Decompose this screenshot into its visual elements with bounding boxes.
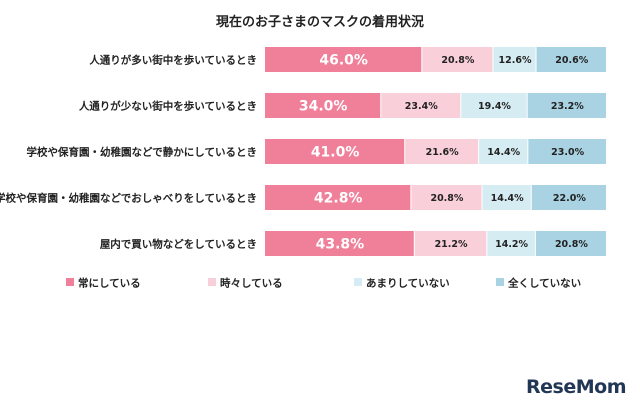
bar-3-0 (265, 185, 411, 210)
data-label-4-1: 21.2% (435, 239, 468, 250)
bar-2-0 (265, 139, 405, 164)
data-label-2-0: 41.0% (311, 145, 360, 161)
data-label-3-3: 22.0% (553, 193, 586, 204)
bar-1-1 (381, 93, 461, 118)
bar-0-1 (422, 47, 493, 72)
legend-label-0: 常にしている (78, 277, 141, 290)
data-label-4-3: 20.8% (555, 239, 588, 250)
chart-title: 現在のお子さまのマスクの着用状況 (216, 14, 424, 30)
data-label-0-2: 12.6% (499, 55, 532, 66)
data-label-3-0: 42.8% (314, 191, 363, 207)
data-label-2-3: 23.0% (551, 147, 584, 158)
bar-1-0 (265, 93, 381, 118)
category-label-4: 屋内で買い物などをしているとき (100, 238, 257, 251)
legend: 常にしている 時々している あまりしていない 全くしていない (66, 277, 581, 290)
data-label-2-2: 14.4% (487, 147, 520, 158)
category-label-1: 人通りが少ない街中を歩いているとき (79, 100, 257, 113)
data-label-1-0: 34.0% (299, 99, 348, 115)
bars: 人通りが多い街中を歩いているとき 46.0% 20.8% 12.6% 20.6% 人通りが… (0, 47, 606, 256)
bar-3-1 (411, 185, 482, 210)
bar-1-3 (527, 93, 606, 118)
data-label-2-1: 21.6% (426, 147, 459, 158)
data-label-1-2: 19.4% (478, 101, 511, 112)
legend-swatch-1 (208, 278, 216, 286)
bar-3-3 (531, 185, 606, 210)
bar-2-1 (405, 139, 479, 164)
bar-4-1 (414, 231, 487, 256)
category-label-0: 人通りが多い街中を歩いているとき (89, 54, 257, 67)
category-label-2: 学校や保育園・幼稚園などで静かにしているとき (27, 146, 257, 159)
data-label-1-3: 23.2% (551, 101, 584, 112)
category-label-3: 学校や保育園・幼稚園などでおしゃべりをしているとき (0, 192, 257, 205)
legend-label-1: 時々している (220, 277, 283, 290)
data-label-3-1: 20.8% (430, 193, 463, 204)
data-label-4-0: 43.8% (316, 237, 365, 253)
data-label-3-2: 14.4% (491, 193, 524, 204)
data-label-1-1: 23.4% (405, 101, 438, 112)
legend-label-3: 全くしていない (507, 277, 581, 290)
bar-3-2 (482, 185, 531, 210)
bar-0-3 (536, 47, 606, 72)
legend-swatch-0 (66, 278, 74, 286)
legend-swatch-3 (496, 278, 504, 286)
bar-0-0 (265, 47, 422, 72)
bar-2-3 (528, 139, 606, 164)
bar-4-3 (535, 231, 606, 256)
bar-2-2 (479, 139, 528, 164)
bar-1-2 (461, 93, 527, 118)
data-label-0-0: 46.0% (319, 53, 368, 69)
bar-0-2 (493, 47, 536, 72)
data-label-0-3: 20.6% (555, 55, 588, 66)
resemom-logo: ReseMom (526, 376, 626, 398)
legend-swatch-2 (354, 278, 362, 286)
bar-4-2 (487, 231, 535, 256)
legend-label-2: あまりしていない (366, 277, 450, 290)
data-label-4-2: 14.2% (495, 239, 528, 250)
bar-4-0 (265, 231, 414, 256)
data-label-0-1: 20.8% (441, 55, 474, 66)
